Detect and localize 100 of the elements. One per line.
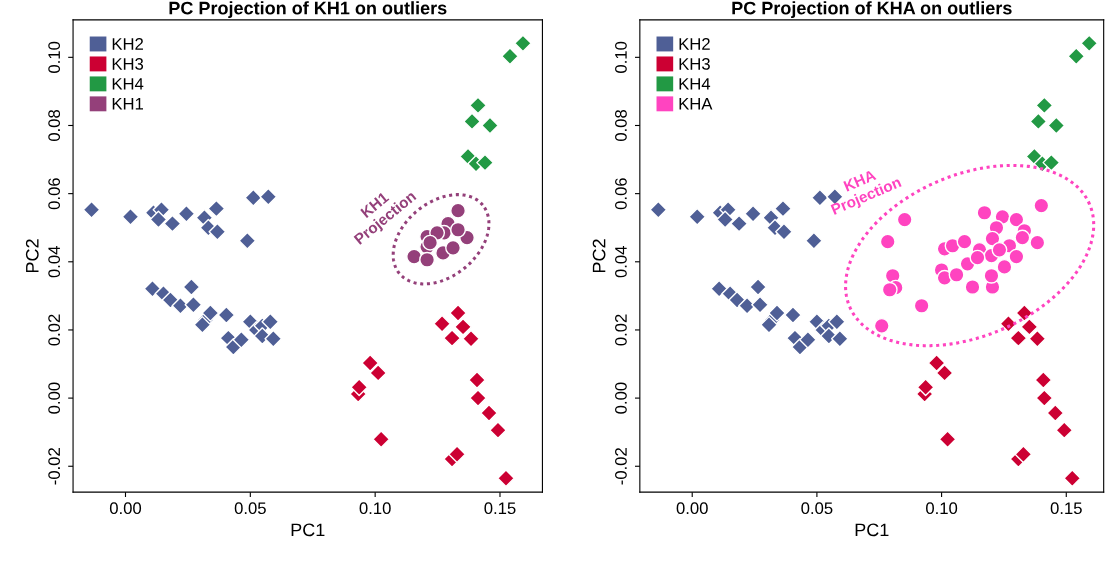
point (419, 251, 436, 268)
point (433, 314, 451, 333)
x-tick-label: 0.05 (234, 502, 266, 515)
point (810, 188, 829, 207)
chart-title: PC Projection of KH1 on outliers (169, 1, 447, 19)
point (1080, 34, 1099, 53)
point (182, 278, 201, 296)
point (873, 317, 890, 334)
point (827, 312, 846, 331)
point (261, 312, 280, 331)
legend-label: KH1 (112, 98, 143, 110)
point (881, 281, 898, 298)
point (1020, 317, 1039, 336)
point (445, 239, 462, 256)
point (350, 378, 369, 397)
y-tick-label: 0.08 (48, 109, 61, 142)
point (406, 248, 423, 265)
point (1014, 445, 1033, 464)
point (976, 204, 993, 221)
point (177, 204, 196, 223)
point (984, 230, 1001, 247)
x-tick-label: 0.00 (109, 502, 142, 515)
y-tick-label: 0.06 (48, 178, 61, 210)
point (983, 267, 1000, 284)
y-tick-label: 0.04 (615, 246, 627, 278)
point (1035, 96, 1054, 115)
y-tick-label: 0.08 (615, 109, 627, 142)
y-tick-label: 0.10 (615, 41, 627, 73)
x-tick-label: 0.05 (801, 502, 833, 515)
point (497, 469, 515, 488)
point (259, 187, 278, 206)
point (450, 221, 467, 238)
point (804, 231, 823, 250)
point (1014, 229, 1031, 246)
y-tick-label: 0.10 (48, 41, 61, 73)
y-tick-label: 0.02 (615, 314, 627, 346)
point (964, 279, 981, 295)
point (760, 315, 778, 334)
x-axis-title: PC1 (291, 523, 325, 537)
legend-label: KH3 (112, 58, 144, 70)
point (916, 378, 935, 397)
x-tick-label: 0.10 (926, 502, 958, 515)
point (716, 210, 735, 229)
point (948, 266, 965, 283)
point (996, 258, 1013, 275)
point (469, 96, 487, 115)
point (879, 233, 896, 250)
point (514, 34, 532, 53)
point (1034, 371, 1053, 389)
point (501, 47, 519, 66)
y-tick-label: 0.06 (615, 178, 627, 210)
chart-title: PC Projection of KHA on outliers (732, 1, 1012, 19)
x-tick-label: 0.15 (1050, 502, 1082, 515)
point (163, 214, 182, 233)
x-tick-label: 0.15 (484, 502, 516, 515)
point (462, 329, 480, 348)
point (991, 241, 1008, 258)
point (449, 303, 467, 322)
point (1008, 211, 1025, 228)
legend-label: KH4 (112, 78, 144, 90)
point (193, 315, 212, 334)
point (217, 306, 236, 324)
x-tick-label: 0.10 (359, 502, 391, 515)
point (935, 363, 954, 382)
point (830, 329, 849, 348)
point (784, 306, 802, 324)
point (938, 430, 957, 449)
point (774, 199, 792, 218)
point (143, 279, 162, 298)
point (927, 354, 946, 372)
point (208, 222, 227, 241)
legend-label: KH2 (679, 38, 710, 50)
point (454, 317, 472, 336)
point (649, 200, 668, 219)
legend-label: KHA (679, 98, 713, 110)
point (476, 153, 494, 172)
point (82, 200, 101, 219)
point (201, 303, 220, 322)
point (450, 202, 467, 219)
point (744, 204, 762, 223)
point (149, 210, 168, 229)
point (463, 112, 481, 131)
y-axis-title: PC2 (25, 239, 39, 273)
y-tick-label: 0.04 (48, 246, 61, 278)
point (264, 329, 283, 348)
legend-label: KH2 (112, 38, 143, 50)
y-tick-label: 0.00 (615, 382, 627, 414)
point (481, 116, 499, 135)
point (730, 214, 749, 233)
y-tick-label: 0.00 (48, 382, 61, 414)
point (969, 249, 986, 266)
point (1063, 469, 1082, 488)
point (1029, 234, 1046, 251)
point (369, 363, 388, 382)
y-axis-title: PC2 (592, 239, 606, 273)
legend-label: KH4 (679, 78, 711, 90)
point (121, 207, 140, 226)
point (775, 222, 793, 241)
legend-label: KH3 (679, 58, 710, 70)
y-tick-label: -0.02 (615, 448, 627, 485)
